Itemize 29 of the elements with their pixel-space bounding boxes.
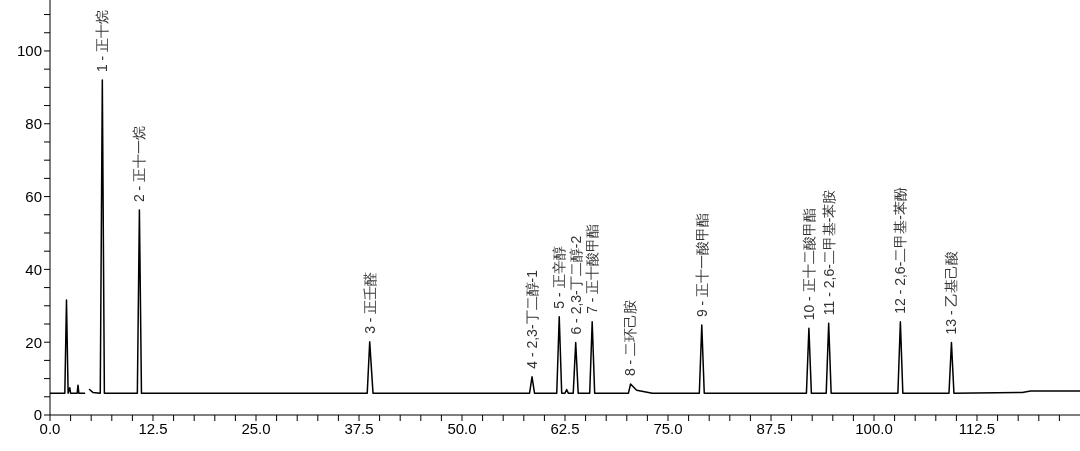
annotation: 6 - 2,3-丁二醇-2 (567, 235, 584, 335)
annotation: 3 - 正壬醛 (361, 271, 378, 334)
x-tick-label: 87.5 (756, 419, 786, 437)
y-tick-label: 60 (25, 187, 42, 205)
annotation: 8 - 二环己胺 (622, 299, 639, 377)
x-tick-label: 12.5 (138, 419, 168, 437)
y-tick-label: 100 (16, 42, 42, 60)
annotation: 5 - 正辛醇 (551, 246, 568, 309)
annotation: 11 - 2,6-二甲基-苯胺 (820, 189, 837, 316)
y-tick-label: 20 (25, 333, 42, 351)
x-tick-label: 25.0 (241, 419, 271, 437)
annotation: 7 - 正十酸甲酯 (584, 223, 601, 314)
x-tick-label: 37.5 (344, 419, 374, 437)
annotation: 1 - 正十烷 (94, 9, 111, 73)
y-tick-label: 80 (25, 115, 42, 133)
x-tick-label: 75.0 (653, 419, 683, 437)
annotation: 4 - 2,3-丁二醇-1 (524, 269, 541, 369)
annotation: 10 - 正十二酸甲酯 (800, 208, 817, 321)
x-tick-label: 0.0 (39, 419, 61, 437)
x-tick-label: 50.0 (447, 419, 477, 437)
x-tick-label: 112.5 (958, 419, 996, 437)
y-tick-label: 40 (25, 260, 42, 278)
x-tick-label: 100.0 (855, 419, 893, 437)
annotation: 12 - 2,6-二甲基-苯酚 (892, 186, 909, 314)
x-tick-label: 62.5 (550, 419, 580, 437)
annotation: 2 - 正十一烷 (131, 125, 148, 203)
y-tick-label: 0 (33, 406, 42, 424)
annotation: 13 - 乙基己酸 (943, 250, 960, 335)
annotation: 9 - 正十一酸甲酯 (693, 212, 710, 318)
